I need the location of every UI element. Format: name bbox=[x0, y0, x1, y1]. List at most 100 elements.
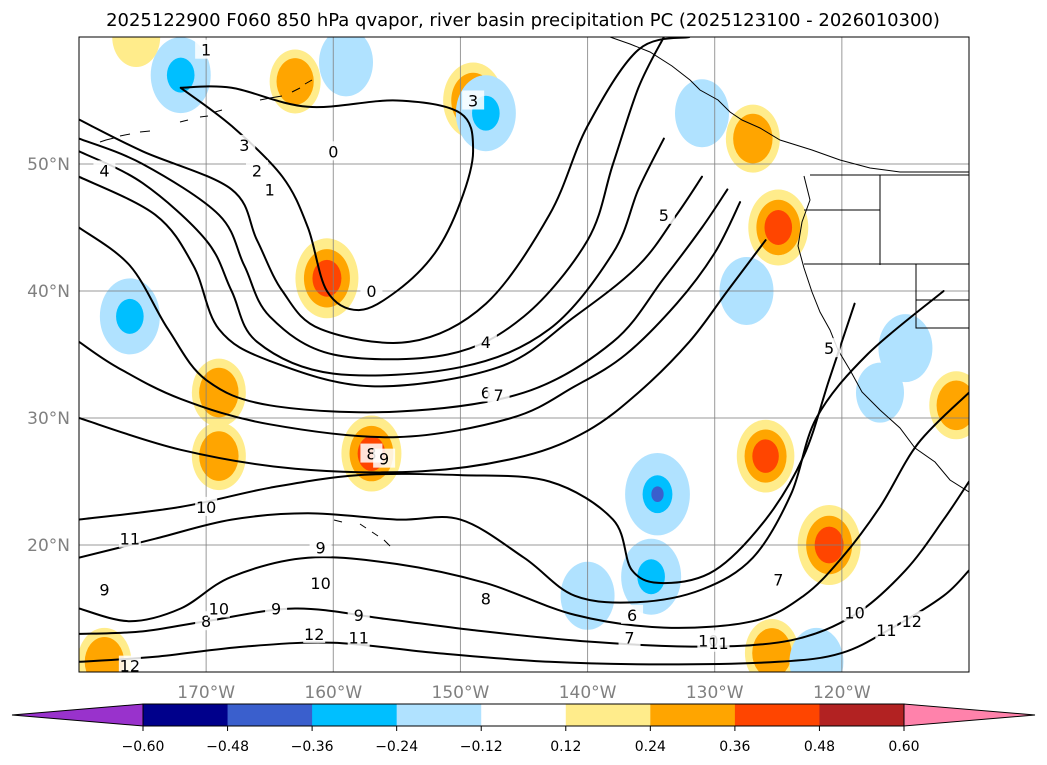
contour-label-bg bbox=[207, 598, 230, 618]
contour-label-bg bbox=[347, 604, 370, 624]
contour-label: 3 bbox=[468, 92, 478, 111]
colorbar-segment bbox=[734, 704, 820, 726]
contour-label-bg bbox=[618, 627, 641, 647]
contour-label: 5 bbox=[824, 339, 834, 358]
contour-label: 5 bbox=[659, 206, 669, 225]
colorbar-segment bbox=[396, 704, 482, 726]
contour-label-bg bbox=[707, 632, 730, 652]
contour-label: 1 bbox=[201, 41, 211, 60]
hawaii-islands bbox=[333, 519, 391, 547]
contour-label: 3 bbox=[239, 136, 249, 155]
contour-line bbox=[79, 302, 856, 585]
contour-label: 1 bbox=[265, 180, 275, 199]
lon-tick-label: 130°W bbox=[686, 683, 744, 703]
colorbar-tick-label: −0.12 bbox=[460, 739, 503, 755]
colorbar-tick-label: 0.60 bbox=[888, 739, 919, 755]
contour-label-bg bbox=[93, 579, 116, 599]
contour-labels: 0011233445566777888999991010101010111111… bbox=[93, 39, 923, 676]
contour-label-bg bbox=[487, 385, 510, 405]
contour-label: 12 bbox=[304, 625, 324, 644]
contour-label-bg bbox=[258, 179, 281, 199]
contour-label-bg bbox=[843, 602, 866, 622]
precip-pc-patch bbox=[733, 113, 773, 164]
precip-pc-patch bbox=[199, 367, 239, 418]
contour-label: 10 bbox=[844, 603, 864, 622]
contour-label-bg bbox=[93, 160, 116, 180]
precip-pc-patch bbox=[752, 439, 779, 473]
contour-label: 12 bbox=[120, 657, 140, 676]
contour-line bbox=[79, 137, 665, 377]
colorbar-tick-label: 0.48 bbox=[804, 739, 835, 755]
contour-label: 9 bbox=[379, 450, 389, 469]
precip-pc-patch bbox=[856, 362, 904, 423]
contour-label: 9 bbox=[99, 580, 109, 599]
contour-label-bg bbox=[652, 204, 675, 224]
precip-pc-patch bbox=[166, 57, 195, 93]
precip-pc-patch bbox=[112, 37, 161, 67]
precip-pc-patch bbox=[84, 637, 125, 672]
precip-pc-patch bbox=[682, 88, 722, 139]
contour-label-bg bbox=[265, 598, 288, 618]
contour-label: 12 bbox=[902, 612, 922, 631]
lon-tick-label: 170°W bbox=[177, 683, 235, 703]
contour-label-bg bbox=[474, 588, 497, 608]
contour-label-bg bbox=[195, 496, 218, 516]
lat-tick-label: 20°N bbox=[27, 536, 70, 556]
contour-line bbox=[79, 391, 969, 629]
precip-pc-patch bbox=[885, 323, 926, 373]
contour-label: 6 bbox=[481, 384, 491, 403]
colorbar-extend-high bbox=[903, 703, 1036, 727]
precip-pc-patch bbox=[796, 637, 837, 672]
contour-label: 7 bbox=[773, 570, 783, 589]
colorbar: −0.60 −0.48 −0.36 −0.24 −0.12 0.12 0.24 0.36 0.4… bbox=[11, 703, 1036, 755]
contour-label-bg bbox=[322, 141, 345, 161]
latitude-tick-labels: 20°N 30°N 40°N 50°N bbox=[27, 155, 70, 556]
precip-pc-patch bbox=[326, 37, 366, 88]
map-area: 0011233445566777888999991010101010111111… bbox=[79, 37, 969, 676]
lon-tick-label: 160°W bbox=[304, 683, 362, 703]
contour-label: 10 bbox=[209, 600, 229, 619]
contour-label-bg bbox=[875, 620, 898, 640]
lat-tick-label: 50°N bbox=[27, 155, 70, 175]
contour-label-bg bbox=[373, 448, 396, 468]
map-frame bbox=[78, 36, 970, 673]
contour-line bbox=[79, 175, 703, 388]
contour-line bbox=[79, 239, 767, 474]
contour-label-bg bbox=[621, 604, 644, 624]
contour-label: 9 bbox=[354, 606, 364, 625]
contour-label-bg bbox=[347, 627, 370, 647]
precip-pc-patch bbox=[199, 431, 239, 481]
contour-line bbox=[79, 37, 665, 361]
precip-pc-patch bbox=[752, 628, 792, 672]
contour-label: 0 bbox=[328, 142, 338, 161]
longitude-tick-labels: 170°W 160°W 150°W 140°W 130°W 120°W bbox=[177, 683, 871, 703]
contour-label-bg bbox=[303, 623, 326, 643]
lon-tick-label: 120°W bbox=[813, 683, 871, 703]
precip-pc-patch bbox=[276, 58, 314, 105]
contour-label-bg bbox=[767, 569, 790, 589]
contour-label-bg bbox=[118, 528, 141, 548]
contour-label-bg bbox=[360, 281, 383, 300]
contour-line bbox=[79, 290, 945, 604]
colorbar-tick-label: 0.12 bbox=[550, 739, 581, 755]
contour-label: 10 bbox=[196, 498, 216, 517]
contour-label-bg bbox=[474, 331, 497, 351]
contour-label-bg bbox=[462, 90, 485, 110]
contour-label-bg bbox=[309, 573, 332, 593]
contour-label-bg bbox=[309, 537, 332, 557]
contour-line bbox=[179, 85, 475, 312]
contour-label: 7 bbox=[493, 386, 503, 405]
colorbar-segment bbox=[565, 704, 651, 726]
contour-label: 11 bbox=[120, 530, 140, 549]
colorbar-tick-label: −0.36 bbox=[291, 739, 334, 755]
lon-tick-label: 140°W bbox=[559, 683, 617, 703]
colorbar-segment bbox=[481, 704, 567, 726]
contour-label: 4 bbox=[99, 161, 109, 180]
colorbar-tick-label: −0.24 bbox=[375, 739, 418, 755]
contour-label-bg bbox=[233, 134, 256, 154]
contour-label: 8 bbox=[201, 612, 211, 631]
precip-pc-patch bbox=[651, 486, 664, 503]
contour-label-bg bbox=[246, 160, 268, 180]
colorbar-tick-label: −0.60 bbox=[122, 739, 165, 755]
